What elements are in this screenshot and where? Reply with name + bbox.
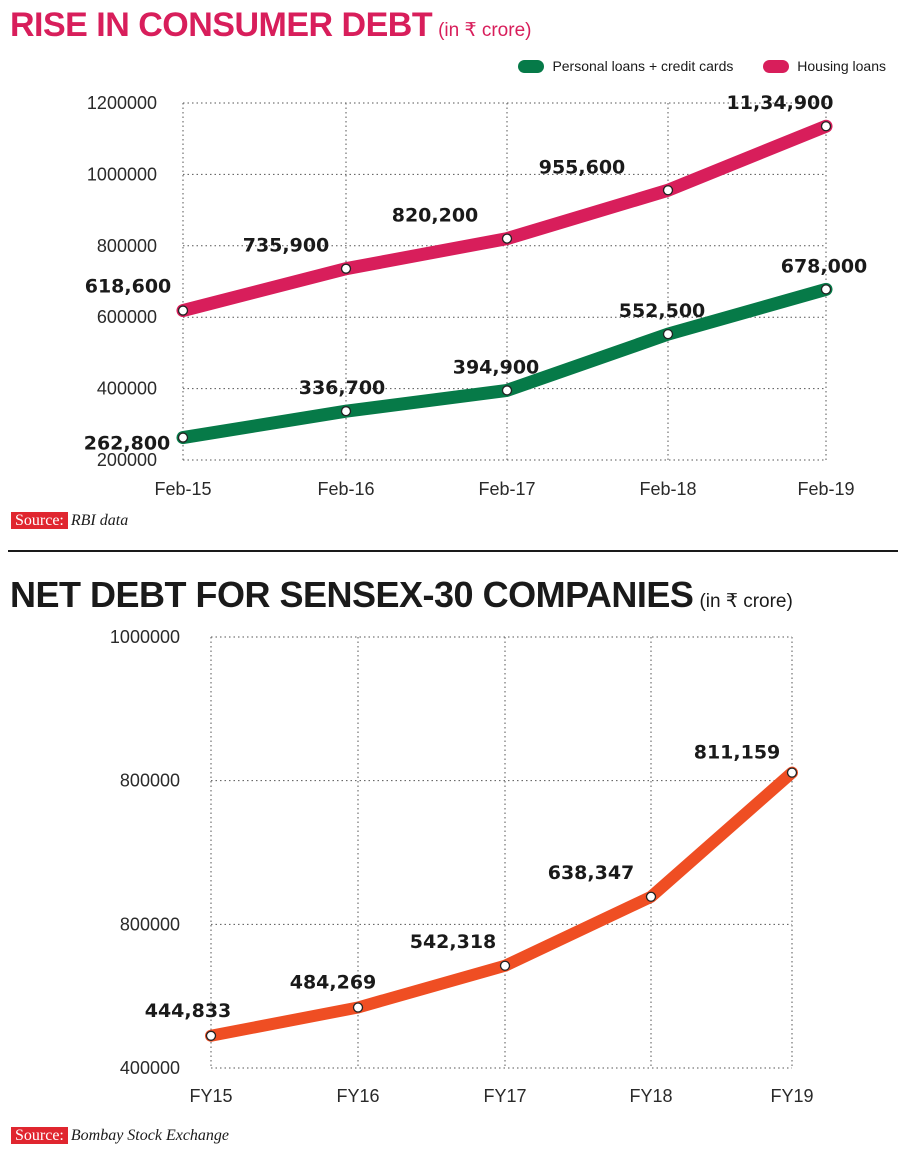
legend-item-housing-loans: Housing loans	[763, 58, 886, 74]
data-label: 638,347	[548, 862, 635, 884]
x-tick-label: Feb-17	[478, 479, 535, 499]
x-tick-label: FY16	[336, 1086, 379, 1106]
data-label: 811,159	[694, 742, 781, 764]
data-point	[786, 767, 798, 778]
data-point	[645, 891, 657, 902]
legend: Personal loans + credit cards Housing lo…	[492, 58, 886, 76]
data-point	[501, 233, 513, 244]
legend-swatch-housing-loans	[763, 59, 790, 73]
data-point	[501, 385, 513, 396]
source-text: Bombay Stock Exchange	[70, 1127, 230, 1144]
chart-title-net-debt: NET DEBT FOR SENSEX-30 COMPANIES (in ₹ cr…	[10, 574, 793, 616]
x-tick-label: Feb-16	[317, 479, 374, 499]
source-tag: Source:	[11, 512, 68, 529]
y-tick-label: 1000000	[110, 627, 180, 647]
chart-title-consumer-debt: RISE IN CONSUMER DEBT (in ₹ crore)	[10, 6, 531, 45]
x-tick-label: Feb-15	[154, 479, 211, 499]
title-unit: (in ₹ crore)	[699, 591, 793, 612]
y-tick-label: 400000	[97, 379, 157, 399]
data-point	[340, 263, 352, 274]
data-label: 336,700	[299, 377, 386, 399]
data-label: 618,600	[85, 276, 172, 298]
section-divider	[8, 550, 898, 552]
data-point	[177, 432, 189, 443]
x-tick-label: FY18	[629, 1086, 672, 1106]
data-label: 955,600	[539, 156, 626, 178]
legend-swatch-personal-loans	[518, 59, 545, 73]
data-point	[352, 1002, 364, 1013]
data-point	[177, 305, 189, 316]
y-tick-label: 400000	[120, 1058, 180, 1078]
data-point	[662, 329, 674, 340]
series-line	[205, 766, 798, 1042]
source-text: RBI data	[70, 512, 129, 529]
data-label: 735,900	[243, 235, 330, 257]
data-label: 552,500	[619, 300, 706, 322]
data-label: 394,900	[453, 356, 540, 378]
x-tick-label: FY19	[770, 1086, 813, 1106]
consumer-debt-chart: 200000 400000 600000 800000 1000000 1200000 Fe…	[84, 92, 868, 499]
y-tick-label: 1000000	[87, 164, 157, 184]
data-label: 484,269	[290, 971, 377, 993]
x-tick-label: Feb-19	[797, 479, 854, 499]
y-tick-label: 800000	[97, 236, 157, 256]
source-tag: Source:	[11, 1127, 68, 1144]
data-point	[499, 960, 511, 971]
y-tick-label: 800000	[120, 771, 180, 791]
data-label: 678,000	[781, 255, 868, 277]
legend-label: Personal loans + credit cards	[552, 58, 734, 74]
x-tick-label: Feb-18	[639, 479, 696, 499]
x-tick-label: FY17	[483, 1086, 526, 1106]
y-tick-label: 200000	[97, 450, 157, 470]
data-label: 262,800	[84, 433, 171, 455]
data-point	[820, 284, 832, 295]
y-tick-label: 600000	[97, 307, 157, 327]
title-unit: (in ₹ crore)	[438, 20, 532, 41]
data-label: 444,833	[145, 1000, 232, 1022]
data-label: 542,318	[410, 931, 497, 953]
data-label: 820,200	[392, 205, 479, 227]
title-text: NET DEBT FOR SENSEX-30 COMPANIES	[10, 574, 694, 615]
data-label: 11,34,900	[727, 92, 834, 114]
source-line: Source: RBI data	[11, 512, 128, 530]
legend-label: Housing loans	[797, 58, 886, 74]
x-tick-label: FY15	[189, 1086, 232, 1106]
legend-item-personal-loans: Personal loans + credit cards	[518, 58, 733, 74]
data-point	[340, 406, 352, 417]
data-point	[205, 1030, 217, 1041]
y-tick-label: 800000	[120, 914, 180, 934]
title-text: RISE IN CONSUMER DEBT	[10, 6, 433, 44]
source-line: Source: Bombay Stock Exchange	[11, 1127, 229, 1145]
data-point	[662, 185, 674, 196]
y-tick-label: 1200000	[87, 93, 157, 113]
data-point	[820, 121, 832, 132]
